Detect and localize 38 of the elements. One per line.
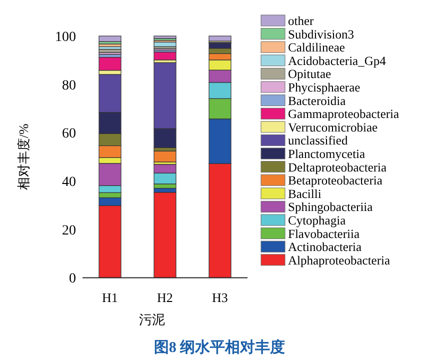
y-axis-title: 相对丰度/% [16, 123, 31, 190]
x-axis-title: 污泥 [139, 312, 165, 327]
legend-label: Gammaproteobacteria [288, 107, 400, 122]
y-tick-label: 0 [69, 272, 76, 287]
bar [154, 150, 176, 162]
legend-label: unclassified [288, 134, 348, 148]
legend-label: Acidobacteria_Gp4 [288, 54, 387, 68]
legend-label: Betaproteobacteria [288, 174, 383, 188]
legend-label: Planctomycetia [288, 147, 366, 161]
bar [208, 36, 232, 42]
bar [154, 36, 176, 39]
legend-label: Sphingobacteriia [288, 200, 374, 214]
y-tick-label: 80 [62, 78, 76, 94]
legend-label: Subdivision3 [288, 27, 354, 42]
legend-label: Opitutae [288, 67, 332, 82]
text: 图8 纲水平相对丰度 [154, 338, 286, 356]
bar [154, 192, 176, 278]
legend-label: Phycisphaerae [288, 80, 361, 94]
x-tick-label: H1 [102, 290, 118, 305]
legend-label: Caldilineae [288, 40, 346, 55]
bar [154, 52, 176, 60]
legend-label: Deltaproteobacteria [288, 160, 388, 174]
legend-label: Flavobacteriia [288, 226, 360, 241]
y-tick-label: 100 [55, 30, 76, 45]
y-tick-label: 20 [62, 223, 76, 238]
bar [98, 36, 122, 42]
legend-label: Cytophagia [288, 214, 346, 228]
legend-label: Verrucomicrobiae [288, 120, 378, 134]
legend-label: other [288, 14, 315, 28]
x-tick-label: H3 [212, 290, 228, 305]
y-tick-label: 40 [62, 175, 76, 190]
legend-label: Alphaproteobacteria [288, 253, 390, 268]
y-tick-label: 60 [62, 126, 76, 142]
legend-label: Actinobacteria [288, 240, 362, 254]
legend-label: Bacilli [288, 186, 322, 201]
legend-label: Bacteroidia [288, 94, 346, 108]
bar [98, 56, 122, 71]
x-tick-label: H2 [157, 290, 173, 305]
